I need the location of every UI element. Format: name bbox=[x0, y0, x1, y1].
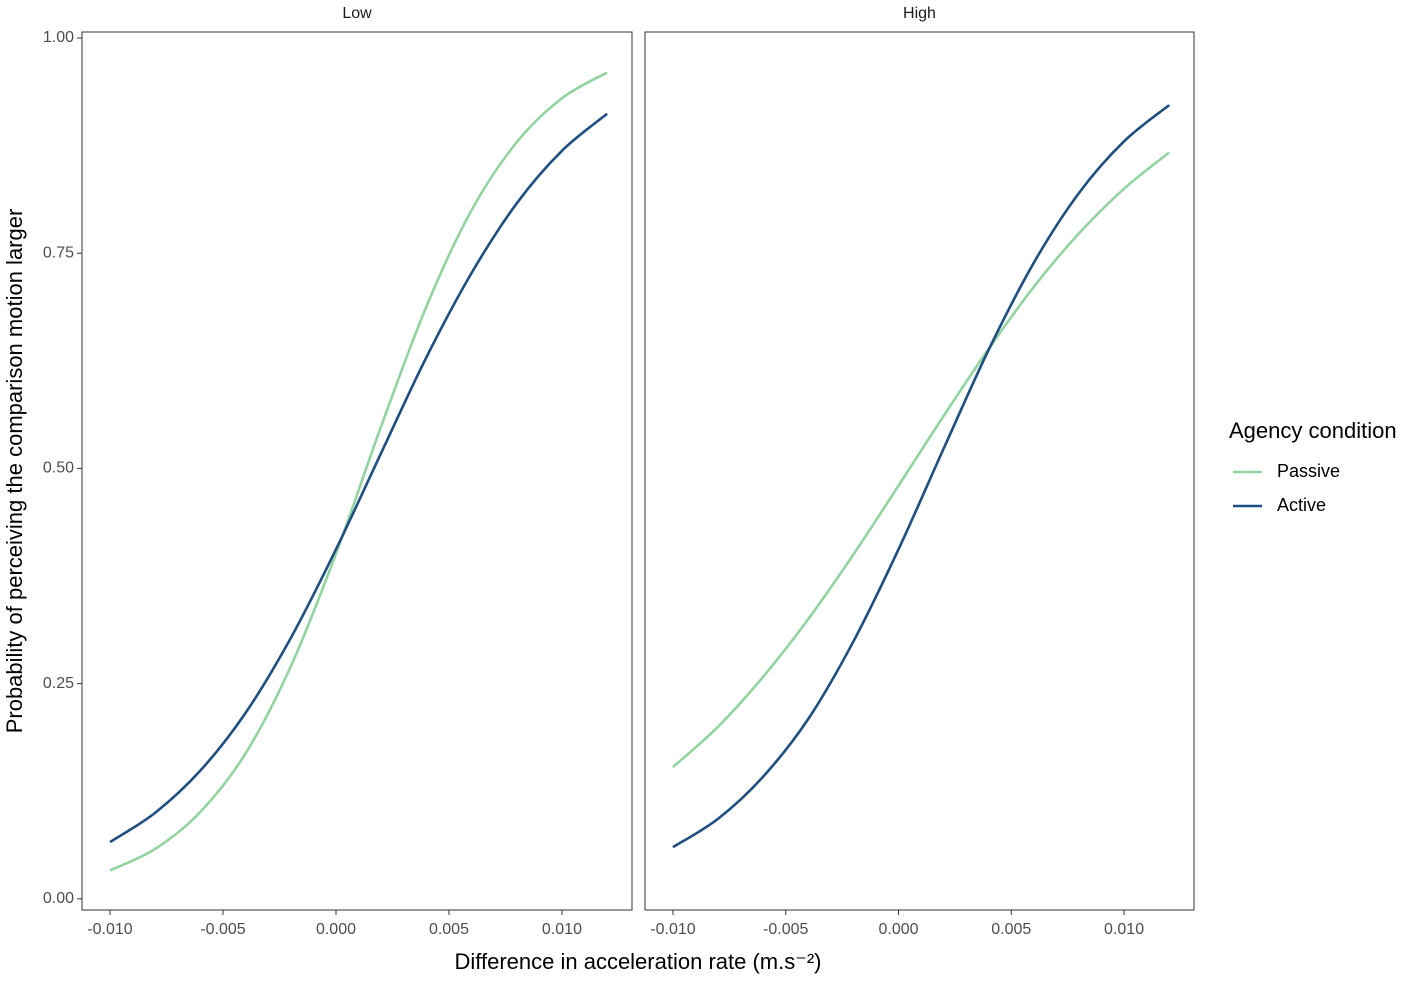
x-tick-label: 0.000 bbox=[316, 921, 356, 938]
panel-border bbox=[644, 31, 1195, 911]
x-tick-label: 0.005 bbox=[429, 921, 469, 938]
x-tick-label: 0.005 bbox=[991, 921, 1031, 938]
series-line bbox=[109, 71, 608, 872]
x-tick-label: 0.000 bbox=[879, 921, 919, 938]
x-tick-label: -0.010 bbox=[87, 921, 132, 938]
series-line bbox=[672, 104, 1171, 849]
legend-label: Active bbox=[1277, 495, 1326, 515]
y-tick-label: 0.50 bbox=[43, 460, 74, 477]
x-axis-title: Difference in acceleration rate (m.s⁻²) bbox=[454, 949, 821, 974]
legend-label: Passive bbox=[1277, 461, 1340, 481]
x-tick-label: -0.010 bbox=[650, 921, 695, 938]
x-tick-label: 0.010 bbox=[542, 921, 582, 938]
y-tick-label: 1.00 bbox=[43, 29, 74, 46]
x-tick-label: -0.005 bbox=[763, 921, 808, 938]
legend-title: Agency condition bbox=[1229, 418, 1397, 443]
y-tick-label: 0.25 bbox=[43, 675, 74, 692]
y-tick-label: 0.00 bbox=[43, 890, 74, 907]
series-line bbox=[109, 112, 608, 844]
y-tick-label: 0.75 bbox=[43, 244, 74, 261]
strip-label: High bbox=[903, 5, 936, 22]
x-tick-label: -0.005 bbox=[200, 921, 245, 938]
x-tick-label: 0.010 bbox=[1104, 921, 1144, 938]
panel-border bbox=[81, 31, 633, 911]
strip-label: Low bbox=[342, 5, 372, 22]
y-axis-title: Probability of perceiving the comparison… bbox=[2, 209, 27, 734]
series-line bbox=[672, 151, 1171, 769]
